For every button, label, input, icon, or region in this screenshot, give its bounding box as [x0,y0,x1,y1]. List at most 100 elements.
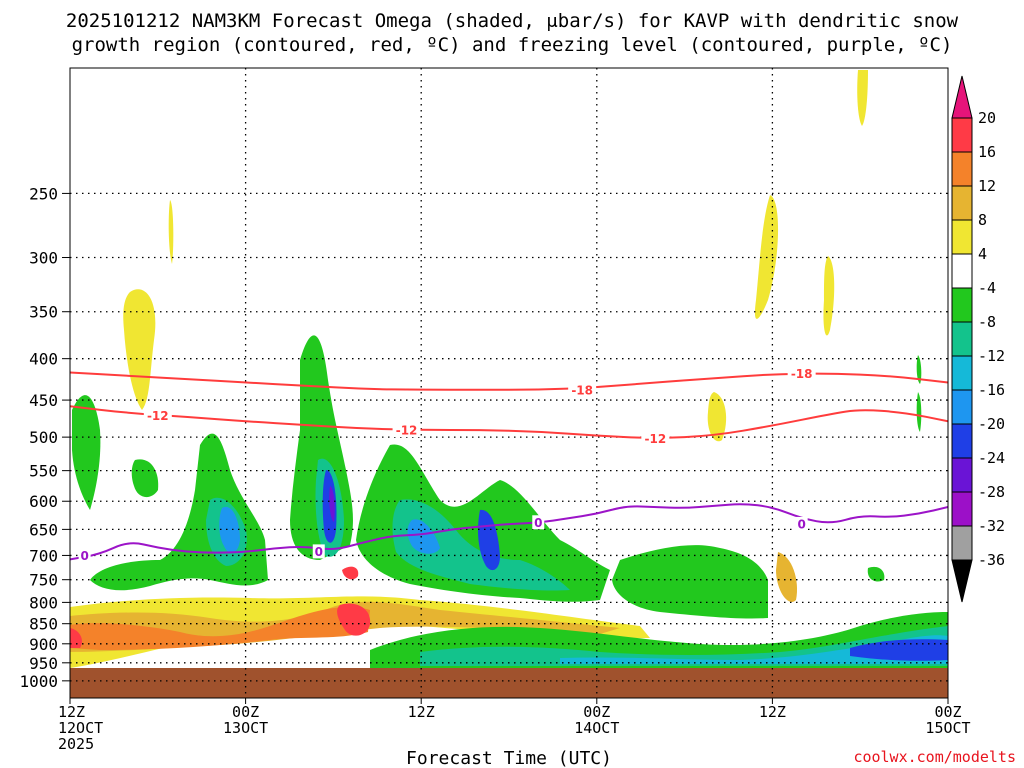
colorbar-label-8: -16 [978,381,1005,399]
x-tick-label-5-1: 00Z [934,703,961,721]
y-tick-label-400: 400 [29,350,58,369]
contour-label-2-1: 0 [315,545,323,559]
below-ground-surface [70,668,948,698]
x-tick-label-1-1: 00Z [232,703,259,721]
contour-label-2-0: 0 [80,549,88,563]
colorbar-label-0: 20 [978,109,996,127]
contour-label-bg-1-2 [641,431,670,446]
colorbar-label-13: -36 [978,551,1005,569]
contour-label-2-3: 0 [797,517,805,531]
contour-label-bg-2-0 [78,548,91,563]
credit-text: coolwx.com/modelts [853,748,1016,766]
colorbar-segment-3 [951,219,973,255]
omega-negative-lowlevel-max [850,639,948,661]
x-tick-label-3-2: 14OCT [574,719,619,737]
y-tick-label-900: 900 [29,635,58,654]
colorbar: 20 16 12 8 4 -4 -8 -12 -16 -20 -24 -28 -32 -36 [951,75,1005,603]
y-tick-label-750: 750 [29,571,58,590]
contour-label-0-0: -18 [571,383,593,397]
contour-label-bg-1-0 [143,408,172,423]
colorbar-label-1: 16 [978,143,996,161]
omega-negative-region-1 [90,433,268,591]
contour-label-1-2: -12 [644,432,666,446]
y-tick-label-650: 650 [29,520,58,539]
x-axis-label: Forecast Time (UTC) [406,748,612,768]
contour-label-bg-2-2 [532,515,545,530]
contour-label-bg-2-1 [312,544,325,559]
chart-title-line2: growth region (contoured, red, ºC) and f… [72,34,953,56]
colorbar-label-4: 4 [978,245,987,263]
y-tick-label-850: 850 [29,615,58,634]
colorbar-label-9: -20 [978,415,1005,433]
contour-lines: -18 -18 -12 -12 -12 0 0 0 0 [70,366,948,563]
y-tick-label-600: 600 [29,492,58,511]
omega-negative-blue-3 [407,519,440,554]
x-tick-label-4-1: 12Z [759,703,786,721]
y-tick-label-550: 550 [29,462,58,481]
colorbar-segment-6 [951,321,973,357]
omega-negative-teal-3 [392,499,570,591]
plot-frame [69,67,949,699]
colorbar-top-arrow [951,75,973,119]
omega-negative-green-small-2 [916,355,922,432]
colorbar-segment-8 [951,389,973,425]
y-tick-label-800: 800 [29,593,58,612]
contour-label-2-2: 0 [534,516,542,530]
omega-negative-region-5 [72,395,101,510]
colorbar-label-6: -8 [978,313,996,331]
omega-positive-lowlevel [70,596,650,668]
colorbar-label-7: -12 [978,347,1005,365]
y-axis-ticks: 2503003504004505005506006507007508008509… [19,184,70,691]
colorbar-segment-11 [951,491,973,527]
y-tick-label-450: 450 [29,391,58,410]
contour-line-1 [70,405,948,439]
x-tick-label-3-1: 00Z [583,703,610,721]
colorbar-segment-1 [951,151,973,187]
omega-negative-purple-1 [329,486,335,522]
y-tick-label-950: 950 [29,654,58,673]
omega-positive-blob-7 [776,552,798,602]
colorbar-segment-9 [951,423,973,459]
y-tick-label-350: 350 [29,303,58,322]
x-tick-label-0-1: 12Z [58,703,85,721]
omega-negative-region-4 [612,545,768,619]
omega-negative-blue-1 [219,506,240,553]
colorbar-segment-4 [951,253,973,289]
y-tick-label-300: 300 [29,249,58,268]
omega-positive-blob-3 [823,256,835,336]
colorbar-label-12: -32 [978,517,1005,535]
y-tick-label-1000: 1000 [19,672,58,691]
contour-line-2 [70,503,948,561]
contour-label-1-1: -12 [396,424,418,438]
colorbar-segment-12 [951,525,973,561]
omega-shading [70,70,948,698]
contour-label-bg-1-1 [392,423,421,438]
chart-title-line1: 2025101212 NAM3KM Forecast Omega (shaded… [66,10,959,32]
omega-positive-core-a [70,606,370,650]
contour-label-1-0: -12 [147,409,169,423]
y-grid [70,192,948,682]
y-tick-label-700: 700 [29,546,58,565]
contour-label-bg-2-3 [795,516,808,531]
colorbar-label-3: 8 [978,211,987,229]
colorbar-bottom-arrow [951,559,973,603]
omega-positive-core-b [70,603,371,648]
omega-positive-blob-6 [168,200,174,264]
colorbar-segment-2 [951,185,973,221]
colorbar-label-11: -28 [978,483,1005,501]
colorbar-label-10: -24 [978,449,1005,467]
colorbar-segment-5 [951,287,973,323]
x-tick-label-1-2: 13OCT [223,719,268,737]
omega-positive-spot [342,566,359,580]
colorbar-label-2: 12 [978,177,996,195]
contour-label-bg-0-1 [787,366,816,381]
omega-positive-blob-4 [857,70,868,126]
y-tick-label-500: 500 [29,428,58,447]
y-tick-label-250: 250 [29,184,58,203]
x-tick-label-5-2: 15OCT [925,719,970,737]
x-tick-label-0-3: 2025 [58,735,94,753]
contour-label-0-1: -18 [791,367,813,381]
contour-line-0 [70,371,948,391]
colorbar-label-5: -4 [978,279,996,297]
